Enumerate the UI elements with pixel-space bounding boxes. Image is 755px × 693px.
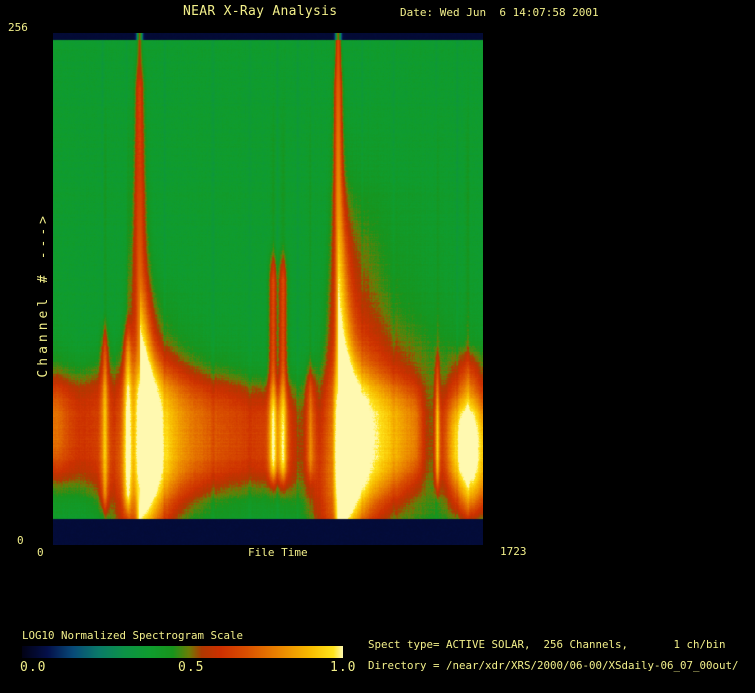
colorbar-tick-min: 0.0 — [20, 660, 47, 675]
colorbar-title: LOG10 Normalized Spectrogram Scale — [22, 629, 244, 642]
x-axis-min-label: 0 — [37, 546, 44, 559]
directory-line: Directory = /near/xdr/XRS/2000/06-00/XSd… — [368, 659, 739, 672]
y-axis-title: Channel # ---> — [33, 160, 53, 430]
header-date: Date: Wed Jun 6 14:07:58 2001 — [400, 6, 599, 19]
x-axis-max-label: 1723 — [500, 545, 527, 558]
y-axis-max-label: 256 — [8, 21, 28, 34]
colorbar-gradient — [22, 646, 343, 658]
y-axis-min-label: 0 — [17, 534, 24, 547]
page-title: NEAR X-Ray Analysis — [183, 4, 338, 19]
colorbar-tick-mid: 0.5 — [178, 660, 205, 675]
spect-type-line: Spect type= ACTIVE SOLAR, 256 Channels, … — [368, 638, 726, 651]
y-axis-title-text: Channel # ---> — [35, 212, 51, 378]
x-axis-title: File Time — [248, 546, 308, 559]
spectrogram-image[interactable] — [53, 33, 483, 545]
colorbar-tick-max: 1.0 — [330, 660, 357, 675]
